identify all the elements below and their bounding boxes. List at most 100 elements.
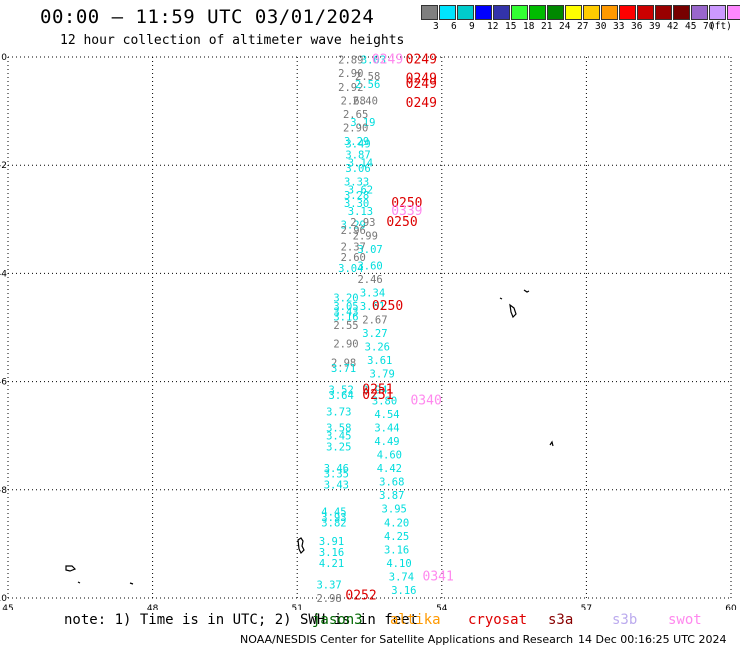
color-scale-unit: (ft) [709, 21, 732, 32]
wave-height-value: 3.61 [367, 355, 392, 367]
wave-height-value: 3.74 [389, 571, 414, 583]
lat-tick-label: -6 [0, 378, 7, 388]
color-scale-label: 9 [469, 21, 475, 32]
color-scale-cell [439, 5, 456, 20]
wave-height-value: 3.33 [344, 176, 369, 188]
wave-height-value: 3.68 [379, 477, 404, 489]
wave-height-value: 3.16 [391, 585, 416, 597]
color-scale-cell [727, 5, 740, 20]
color-scale-cell [655, 5, 672, 20]
wave-height-value: 4.45 [321, 506, 346, 518]
legend-item-s3b: s3b [612, 612, 638, 628]
wave-height-value: 3.37 [316, 579, 341, 591]
color-scale-label: 33 [613, 21, 625, 32]
wave-height-value: 3.64 [329, 390, 354, 402]
legend-item-swot: swot [668, 612, 702, 628]
color-scale-label: 6 [451, 21, 457, 32]
island-comoros [65, 565, 134, 585]
wave-height-value: 3.79 [370, 368, 395, 380]
color-scale-bar [421, 5, 740, 20]
color-scale-cell [511, 5, 528, 20]
wave-height-value: 3.16 [384, 544, 409, 556]
pass-time-label: 0339 [391, 204, 422, 219]
wave-height-value: 3.45 [326, 431, 351, 443]
legend-item-cryosat: cryosat [468, 612, 528, 628]
wave-height-value: 3.61 [360, 301, 385, 313]
wave-height-value: 3.80 [372, 396, 397, 408]
wave-height-value: 4.49 [374, 436, 399, 448]
wave-height-value: 4.10 [386, 558, 411, 570]
lat-tick-label: 0 [1, 53, 7, 63]
lat-tick-label: -10 [0, 594, 7, 604]
color-scale-cell [565, 5, 582, 20]
color-scale-cell [583, 5, 600, 20]
wave-height-value: 2.98 [316, 593, 341, 605]
wave-height-value: 2.60 [341, 252, 366, 264]
wave-height-value: 2.99 [353, 231, 378, 243]
color-scale-label: 15 [505, 21, 517, 32]
coastline-layer [65, 289, 554, 585]
wave-height-value: 3.73 [326, 406, 351, 418]
color-scale-cell [547, 5, 564, 20]
pass-time-label: 0250 [372, 299, 403, 314]
lon-tick-label: 48 [147, 604, 159, 610]
pass-time-label: 0340 [410, 394, 441, 409]
wave-height-value: 2.90 [343, 122, 368, 134]
wave-height-value: 3.29 [344, 136, 369, 148]
pass-time-labels: 0249024902490249024902500339025002500251… [345, 53, 453, 604]
lon-tick-label: 54 [436, 604, 448, 610]
wave-height-value: 2.96 [341, 225, 366, 237]
island-madagascar-north-tip [297, 537, 305, 555]
color-scale-cell [673, 5, 690, 20]
wave-height-value: 3.95 [382, 504, 407, 516]
lat-tick-label: -2 [0, 161, 7, 171]
wave-height-value: 3.19 [350, 117, 375, 129]
color-scale-label: 21 [541, 21, 553, 32]
wave-height-value: 3.46 [324, 463, 349, 475]
wave-height-value: 3.91 [319, 536, 344, 548]
color-scale-label: 12 [487, 21, 499, 32]
wave-height-value: 3.20 [333, 293, 358, 305]
wave-height-value: 2.46 [357, 274, 382, 286]
wave-height-value: 3.03 [361, 55, 386, 67]
color-scale-label: 42 [667, 21, 679, 32]
pass-time-label: 0250 [391, 196, 422, 211]
pass-time-label: 0251 [362, 388, 393, 403]
wave-height-value: 3.35 [324, 469, 349, 481]
pass-time-label: 0249 [406, 53, 437, 68]
lon-tick-label: 57 [581, 604, 592, 610]
wave-height-value: 3.43 [333, 306, 358, 318]
color-scale-cell [619, 5, 636, 20]
pass-time-label: 0250 [386, 215, 417, 230]
wave-height-value: 3.49 [345, 139, 370, 151]
wave-height-value: 3.29 [341, 220, 366, 232]
wave-height-value: 2.93 [350, 217, 375, 229]
wave-height-value: 3.07 [357, 244, 382, 256]
color-scale-label: 3 [433, 21, 439, 32]
wave-height-value: 2.55 [333, 320, 358, 332]
wave-height-value: 4.25 [384, 531, 409, 543]
pass-time-label: 0252 [345, 588, 376, 603]
wave-height-value: 3.26 [365, 341, 390, 353]
wave-height-value: 3.14 [348, 157, 373, 169]
wave-height-value: 3.43 [324, 479, 349, 491]
pass-time-label: 0249 [406, 72, 437, 87]
wave-height-value: 3.94 [362, 385, 387, 397]
observation-labels: 2.893.032.902.582.922.562.682.402.653.19… [316, 55, 416, 605]
legend-item-jason3: jason3 [312, 612, 363, 628]
color-scale-cell [457, 5, 474, 20]
wave-height-value: 3.52 [329, 385, 354, 397]
color-scale-label: 70 [703, 21, 715, 32]
wave-height-value: 2.65 [343, 109, 368, 121]
color-scale-label: 18 [523, 21, 535, 32]
wave-height-value: 3.71 [331, 363, 356, 375]
wave-height-value: 3.16 [333, 312, 358, 324]
timestamp-text: 14 Dec 00:16:25 UTC 2024 [578, 633, 727, 646]
wave-height-value: 4.20 [384, 517, 409, 529]
lon-tick-label: 51 [291, 604, 302, 610]
color-scale-label: 24 [559, 21, 571, 32]
wave-height-value: 2.92 [338, 82, 363, 94]
wave-height-value: 3.34 [360, 287, 385, 299]
color-scale-label: 36 [631, 21, 643, 32]
